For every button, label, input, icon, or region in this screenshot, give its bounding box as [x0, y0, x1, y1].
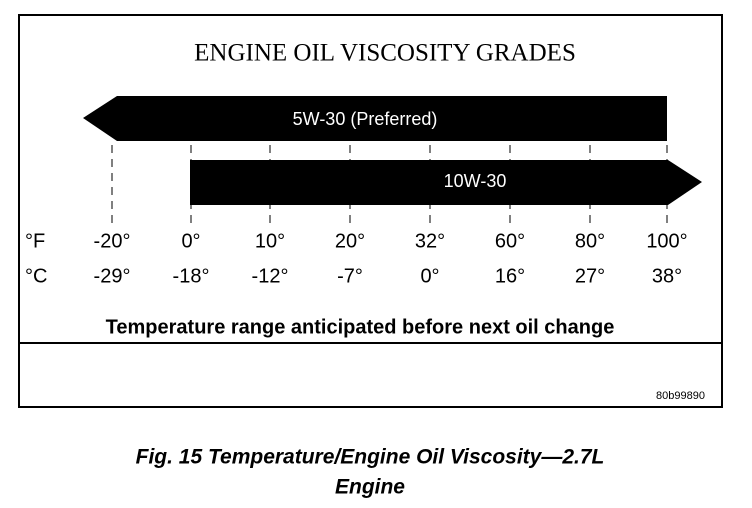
- fahrenheit-label: 20°: [335, 230, 365, 252]
- fahrenheit-label: 32°: [415, 230, 445, 252]
- celsius-label: 27°: [575, 265, 605, 287]
- celsius-label: -18°: [173, 265, 210, 287]
- arrow-5w30: [83, 96, 667, 141]
- title: ENGINE OIL VISCOSITY GRADES: [194, 40, 576, 67]
- celsius-label: 0°: [420, 265, 439, 287]
- arrow-10w30: [190, 160, 702, 205]
- celsius-label: -29°: [94, 265, 131, 287]
- fahrenheit-label: 10°: [255, 230, 285, 252]
- code: 80b99890: [656, 390, 705, 402]
- celsius-label: 38°: [652, 265, 682, 287]
- fahrenheit-label: 0°: [181, 230, 200, 252]
- fahrenheit-label: 80°: [575, 230, 605, 252]
- caption-line: Engine: [335, 476, 405, 499]
- outer-frame: [18, 14, 723, 408]
- fahrenheit-label: 100°: [646, 230, 687, 252]
- fahrenheit-label: 60°: [495, 230, 525, 252]
- fahrenheit-label: -20°: [94, 230, 131, 252]
- unit-c: °C: [25, 265, 47, 287]
- scale: -20° -29° 0° -18° 10° -12° 20° -7° 32° 0° 60° 16° 80…: [94, 145, 688, 287]
- caption-line: Fig. 15 Temperature/Engine Oil Viscosity…: [136, 446, 605, 469]
- unit-f: °F: [25, 230, 45, 252]
- arrow-label: 10W-30: [444, 171, 507, 191]
- celsius-label: -7°: [337, 265, 363, 287]
- celsius-label: -12°: [252, 265, 289, 287]
- celsius-label: 16°: [495, 265, 525, 287]
- arrow-label: 5W-30 (Preferred): [293, 109, 438, 129]
- range-note: Temperature range anticipated before nex…: [106, 316, 615, 338]
